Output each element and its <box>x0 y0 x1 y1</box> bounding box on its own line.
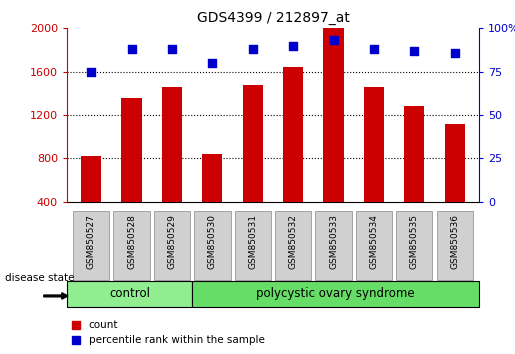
Text: GSM850535: GSM850535 <box>410 214 419 269</box>
Point <box>168 46 176 52</box>
Point <box>289 43 297 48</box>
Bar <box>243 128 263 245</box>
FancyBboxPatch shape <box>437 211 473 280</box>
FancyBboxPatch shape <box>154 211 190 280</box>
Text: GSM850532: GSM850532 <box>288 214 298 269</box>
FancyBboxPatch shape <box>73 211 109 280</box>
FancyBboxPatch shape <box>234 211 271 280</box>
Bar <box>202 198 222 245</box>
Bar <box>122 98 142 202</box>
Point <box>451 50 459 56</box>
Text: GSM850536: GSM850536 <box>450 214 459 269</box>
Text: control: control <box>109 287 150 300</box>
Text: GSM850531: GSM850531 <box>248 214 258 269</box>
Bar <box>364 130 384 245</box>
Bar <box>283 67 303 202</box>
Bar <box>444 124 465 202</box>
Bar <box>364 87 384 202</box>
FancyBboxPatch shape <box>315 211 352 280</box>
Bar <box>444 167 465 245</box>
FancyBboxPatch shape <box>192 281 479 307</box>
FancyBboxPatch shape <box>113 211 150 280</box>
Point <box>370 46 378 52</box>
FancyBboxPatch shape <box>67 281 192 307</box>
Bar <box>81 200 101 245</box>
Text: GSM850530: GSM850530 <box>208 214 217 269</box>
Point <box>330 38 338 43</box>
Bar <box>283 111 303 245</box>
Bar <box>162 130 182 245</box>
Bar <box>404 150 424 245</box>
Bar <box>243 85 263 202</box>
Point <box>249 46 257 52</box>
Legend: count, percentile rank within the sample: count, percentile rank within the sample <box>72 320 265 346</box>
Bar <box>122 141 142 245</box>
Point <box>410 48 419 54</box>
Bar <box>404 106 424 202</box>
Title: GDS4399 / 212897_at: GDS4399 / 212897_at <box>197 11 349 24</box>
FancyBboxPatch shape <box>275 211 312 280</box>
FancyBboxPatch shape <box>396 211 433 280</box>
Bar <box>323 67 344 245</box>
Point <box>87 69 95 75</box>
Bar <box>81 156 101 202</box>
Text: disease state: disease state <box>5 273 75 283</box>
FancyBboxPatch shape <box>194 211 231 280</box>
Point <box>208 60 216 66</box>
Text: GSM850529: GSM850529 <box>167 214 177 269</box>
Text: polycystic ovary syndrome: polycystic ovary syndrome <box>256 287 415 300</box>
Text: GSM850533: GSM850533 <box>329 214 338 269</box>
Bar <box>162 87 182 202</box>
Point <box>127 46 135 52</box>
Bar <box>323 24 344 202</box>
FancyBboxPatch shape <box>356 211 392 280</box>
Bar <box>202 154 222 202</box>
Text: GSM850534: GSM850534 <box>369 214 379 269</box>
Text: GSM850527: GSM850527 <box>87 214 96 269</box>
Text: GSM850528: GSM850528 <box>127 214 136 269</box>
